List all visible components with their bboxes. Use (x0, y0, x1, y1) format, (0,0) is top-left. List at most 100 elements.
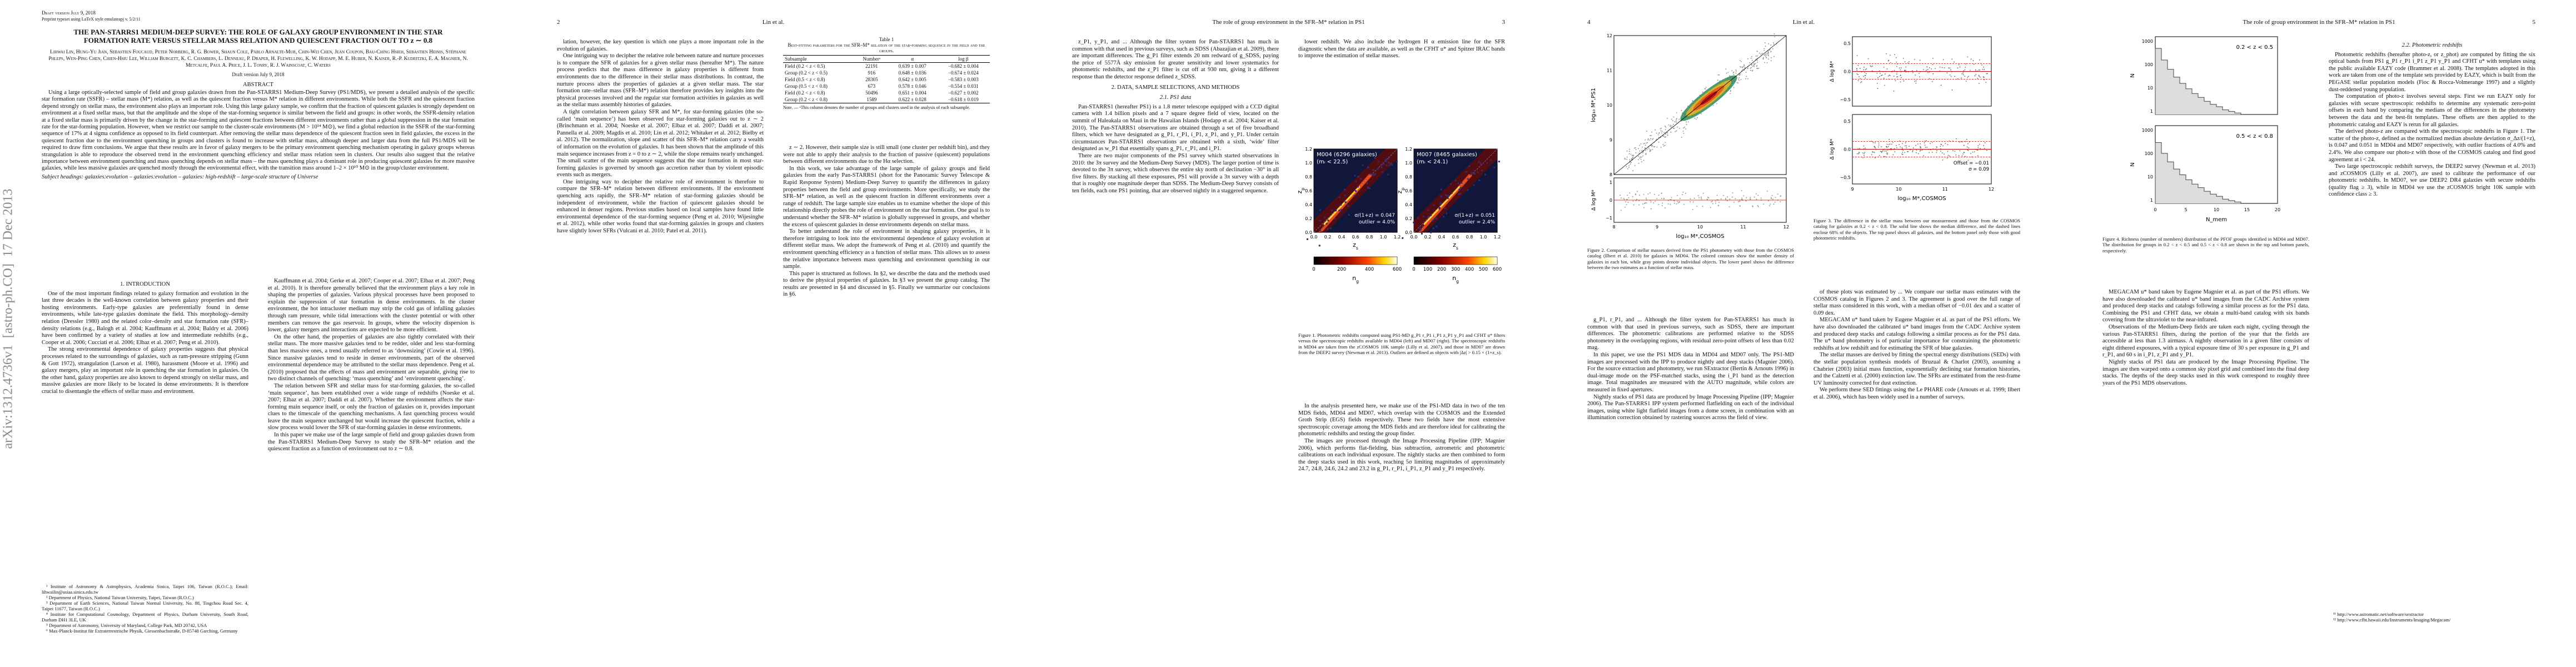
scatter-point (1765, 46, 1766, 47)
residual-point (1685, 192, 1686, 194)
scatter-point (1730, 89, 1732, 91)
table-cell: 0.651 ± 0.004 (898, 90, 926, 96)
scatter-point (1944, 67, 1945, 68)
y-axis-label-base: z (1396, 190, 1403, 193)
residual-point (1621, 197, 1622, 199)
text: To better understand the role of environ… (783, 228, 990, 270)
table-cell: 28305 (865, 77, 878, 82)
scatter-point (1676, 118, 1677, 120)
scatter-point (1630, 163, 1631, 165)
table-caption: Best-fitting parameters for the SFR–M* r… (788, 42, 985, 53)
scatter-point (1874, 146, 1875, 148)
scatter-point (1874, 142, 1876, 143)
scatter-point (1978, 74, 1980, 76)
density-pixel (1396, 161, 1398, 163)
scatter-point (1897, 76, 1899, 77)
scatter-point (1770, 44, 1772, 46)
scatter-point (1668, 124, 1670, 126)
scatter-point (1915, 145, 1916, 146)
text: MEGACAM u* band taken by Eugene Magnier … (2102, 289, 2309, 323)
scatter-point (1673, 128, 1675, 130)
scatter-point (1658, 132, 1660, 134)
scatter-point (1664, 136, 1666, 138)
residual-point (1763, 203, 1765, 205)
scatter-point (1643, 143, 1645, 145)
y-tick-label: 0.5 (1843, 119, 1851, 124)
residual-point (1625, 201, 1627, 203)
residual-point (1741, 197, 1743, 199)
panel-stat: outlier = 2.4% (1459, 220, 1496, 225)
scatter-point (1884, 150, 1886, 152)
page-number: 3 (1502, 19, 1506, 26)
scatter-point (1735, 72, 1737, 74)
keywords: Subject headings: galaxies:evolution – g… (42, 173, 318, 180)
density-pixel (1427, 216, 1429, 218)
scatter-point (1767, 53, 1769, 55)
residual-point (1645, 197, 1647, 199)
residual-point (1707, 196, 1709, 198)
residual-point (1671, 197, 1672, 198)
scatter-point (1889, 143, 1891, 145)
residual-point (1637, 191, 1638, 192)
x-tick-label: 1.2 (1494, 235, 1501, 240)
scatter-point (1977, 145, 1979, 147)
scatter-point (1950, 69, 1951, 71)
figure-caption: Figure 3. The difference in the stellar … (1813, 218, 2020, 241)
scatter-point (1716, 103, 1718, 104)
density-pixel (1369, 187, 1371, 190)
scatter-point (1959, 150, 1961, 152)
x-tick-label: 10 (1697, 225, 1703, 230)
density-pixel (1338, 196, 1341, 198)
table-cell: 0.622 ± 0.028 (898, 97, 926, 102)
scatter-point (1684, 126, 1686, 128)
y-axis-label: zp (1298, 188, 1306, 194)
scatter-point (1904, 145, 1906, 147)
scatter-point (1892, 154, 1894, 156)
heading: 2. DATA, SAMPLE SELECTIONS, AND METHODS (1111, 84, 1240, 91)
scatter-point (1886, 68, 1888, 69)
y-axis-label: log₁₀ M*,PS1 (1591, 88, 1597, 122)
y-tick-label: 0.8 (1305, 175, 1312, 180)
residual-point (1702, 206, 1703, 207)
scatter-point (1676, 122, 1677, 123)
footnote: ³ Department of Earth Sciences, National… (42, 600, 248, 611)
table-row: Field (0.2 < z < 0.5) 22191 0.639 ± 0.007 −… (783, 63, 990, 70)
scatter-point (1864, 152, 1866, 153)
density-pixel (1388, 161, 1390, 163)
scatter-point (1633, 155, 1635, 157)
y-tick-label: 1000 (2142, 39, 2153, 44)
scatter-point (1774, 36, 1776, 38)
scatter-point (1918, 153, 1919, 155)
density-pixel (1458, 193, 1460, 195)
density-pixel (1447, 197, 1449, 200)
y-tick-label: 1.2 (1305, 147, 1312, 152)
scatter-point (1915, 82, 1917, 84)
residual-point (1658, 203, 1660, 205)
scatter-point (1765, 56, 1767, 57)
scatter-point (1731, 70, 1733, 72)
footnote: ¹ Institute of Astronomy & Astrophysics,… (42, 584, 248, 595)
scatter-point (1875, 147, 1876, 149)
scatter-point (1738, 78, 1740, 80)
x-tick-label: 1.0 (1480, 235, 1487, 240)
table-header-cell: α (911, 56, 914, 62)
scatter-point (1646, 148, 1648, 150)
residual-point (1692, 208, 1693, 210)
scatter-point (1962, 153, 1964, 155)
colorbar (1313, 256, 1398, 265)
scatter-point (1681, 120, 1682, 122)
residual-tick-label: 0 (1610, 198, 1612, 203)
scatter-point (1773, 33, 1775, 34)
density-pixel (1459, 187, 1462, 189)
scatter-point (1886, 146, 1888, 148)
density-pixel (1402, 237, 1404, 239)
scatter-point (1635, 149, 1637, 151)
residual-point (1645, 202, 1646, 204)
scatter-point (1962, 72, 1964, 74)
scatter-point (1660, 147, 1662, 148)
scatter-point (1949, 74, 1951, 76)
density-ridge (1323, 186, 1361, 226)
scatter-point (1664, 145, 1666, 146)
scatter-point (1864, 153, 1865, 155)
scatter-point (1665, 126, 1667, 128)
